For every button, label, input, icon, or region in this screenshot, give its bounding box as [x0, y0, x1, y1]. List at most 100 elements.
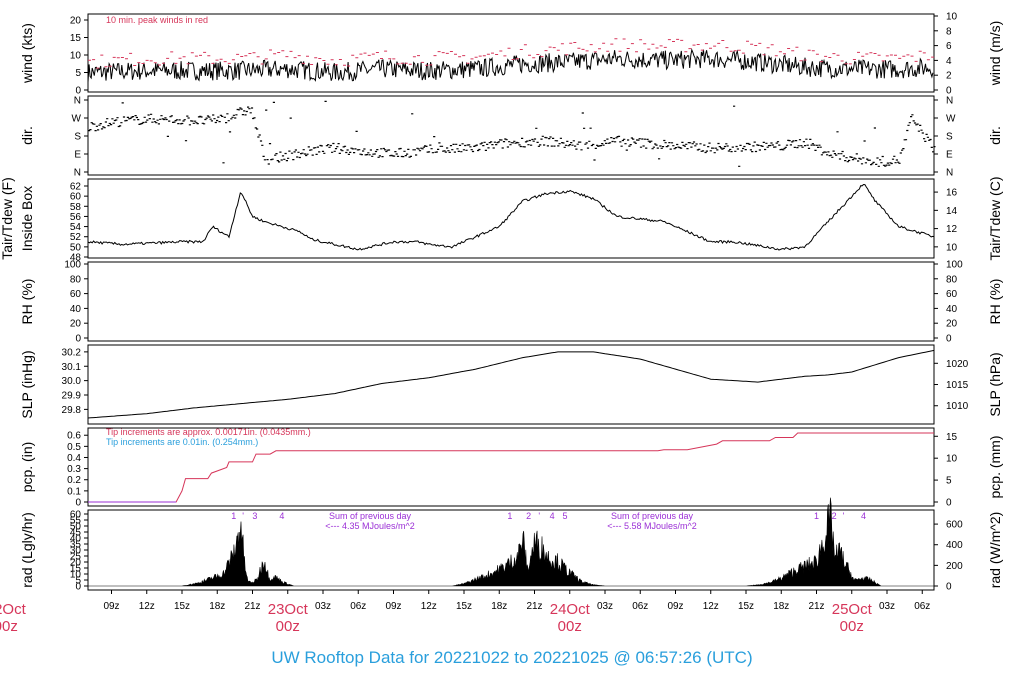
x-tick-label: 03z	[879, 601, 895, 612]
temp-left-tick-label: 50	[70, 242, 82, 253]
slp-right-tick-label: 1020	[946, 359, 969, 370]
pcp-right-tick-label: 5	[946, 476, 952, 487]
rad-left-tick-label: 35	[70, 540, 82, 551]
dir-panel-frame	[87, 95, 935, 176]
date-label-day: 25Oct	[832, 601, 873, 618]
rad-marker-label: 5	[563, 511, 568, 521]
temp-left-tick-label: 58	[70, 202, 82, 213]
x-tick-label: 03z	[315, 601, 331, 612]
x-tick-label: 09z	[667, 601, 683, 612]
rad-sum-line2: <--- 5.58 MJoules/m^2	[607, 521, 697, 531]
rad-marker-label: 1	[507, 511, 512, 521]
temp-right-axis-label: Tair/Tdew (C)	[987, 176, 1003, 260]
pcp-right-tick-label: 15	[946, 432, 958, 443]
rad-sum-line2: <--- 4.35 MJoules/m^2	[325, 521, 415, 531]
rad-left-tick-label: 5	[75, 576, 81, 587]
dir-right-tick-label: E	[946, 150, 953, 161]
x-tick-label: 03z	[597, 601, 613, 612]
date-label-hour: 00z	[276, 618, 300, 635]
rad-marker-label: 1	[814, 511, 819, 521]
x-tick-label: 06z	[914, 601, 930, 612]
date-label-hour: 00z	[0, 618, 18, 635]
rad-marker-label: 4	[550, 511, 555, 521]
date-label-hour: 00z	[558, 618, 582, 635]
x-tick-label: 12z	[421, 601, 437, 612]
x-tick-label: 18z	[773, 601, 789, 612]
rad-left-tick-label: 0	[75, 582, 81, 593]
slp-right-axis-label: SLP (hPa)	[987, 352, 1003, 416]
rh-left-axis-label: RH (%)	[19, 279, 35, 325]
x-tick-label: 15z	[174, 601, 190, 612]
rad-right-tick-label: 400	[946, 540, 963, 551]
temp-panel-frame	[87, 178, 935, 259]
pcp-note-red: Tip increments are approx. 0.00171in. (0…	[106, 427, 311, 437]
x-tick-label: 15z	[456, 601, 472, 612]
rh-right-tick-label: 20	[946, 319, 958, 330]
wind-right-tick-label: 8	[946, 26, 952, 37]
slp-right-tick-label: 1015	[946, 380, 969, 391]
rad-left-tick-label: 50	[70, 522, 82, 533]
temp-right-tick-label: 12	[946, 224, 958, 235]
wind-left-tick-label: 15	[70, 33, 82, 44]
pcp-right-axis-label: pcp. (mm)	[987, 436, 1003, 499]
rad-marker-label: 3	[252, 511, 257, 521]
rad-left-tick-label: 15	[70, 564, 82, 575]
rad-series-area	[88, 497, 934, 587]
dir-left-tick-label: N	[74, 96, 81, 107]
x-tick-label: 18z	[209, 601, 225, 612]
x-tick-label: 21z	[808, 601, 824, 612]
temp-left-tick-label: 48	[70, 253, 82, 264]
rad-left-tick-label: 55	[70, 516, 82, 527]
pcp-left-axis-label: pcp. (in)	[19, 442, 35, 493]
x-tick-label: 15z	[738, 601, 754, 612]
rad-marker-label: '	[242, 511, 244, 521]
temp-right-tick-label: 10	[946, 242, 958, 253]
rad-right-tick-label: 600	[946, 520, 963, 531]
dir-right-tick-label: N	[946, 96, 953, 107]
date-label-day: 23Oct	[268, 601, 309, 618]
rh-left-tick-label: 40	[70, 304, 82, 315]
rad-marker-label: 1	[231, 511, 236, 521]
pcp-note-blue: Tip increments are 0.01in. (0.254mm.)	[106, 437, 258, 447]
temp-left-axis-label-2: Inside Box	[19, 186, 35, 251]
pcp-left-tick-label: 0.4	[67, 453, 81, 464]
rad-right-tick-label: 200	[946, 561, 963, 572]
wind-right-tick-label: 2	[946, 71, 952, 82]
rad-left-axis-label: rad (Lgly/hr)	[19, 512, 35, 587]
wind-right-tick-label: 0	[946, 86, 952, 97]
x-tick-label: 09z	[103, 601, 119, 612]
rad-marker-label: '	[538, 511, 540, 521]
dir-left-tick-label: W	[72, 114, 82, 125]
rh-right-tick-label: 0	[946, 334, 952, 345]
x-tick-label: 09z	[385, 601, 401, 612]
wind-right-tick-label: 4	[946, 56, 952, 67]
rad-left-tick-label: 45	[70, 528, 82, 539]
temp-left-tick-label: 54	[70, 222, 82, 233]
peak-wind-series	[88, 38, 935, 69]
rad-sum-line1: Sum of previous day	[611, 511, 694, 521]
rad-sum-line1: Sum of previous day	[329, 511, 412, 521]
rh-right-tick-label: 100	[946, 260, 963, 271]
pcp-right-tick-label: 10	[946, 454, 958, 465]
rad-left-tick-label: 60	[70, 510, 82, 521]
pcp-left-tick-label: 0.3	[67, 464, 81, 475]
wind-right-tick-label: 10	[946, 12, 958, 23]
page-title: UW Rooftop Data for 20221022 to 20221025…	[271, 648, 753, 667]
wind-series-line	[87, 48, 934, 83]
wind-left-tick-label: 5	[75, 68, 81, 79]
temp-left-axis-label: Tair/Tdew (F)	[0, 177, 15, 259]
date-label-hour: 00z	[840, 618, 864, 635]
rh-right-tick-label: 60	[946, 289, 958, 300]
x-tick-label: 12z	[139, 601, 155, 612]
rad-marker-label: 4	[861, 511, 866, 521]
dir-left-tick-label: N	[74, 168, 81, 179]
dir-left-axis-label: dir.	[19, 126, 35, 145]
temp-left-tick-label: 62	[70, 182, 82, 193]
pcp-left-tick-label: 0.6	[67, 431, 81, 442]
rh-right-tick-label: 80	[946, 274, 958, 285]
tair-series-line	[87, 183, 935, 251]
slp-left-tick-label: 30.2	[62, 347, 82, 358]
wind-left-axis-label: wind (kts)	[19, 23, 35, 84]
wind-panel-frame	[87, 13, 935, 93]
rh-right-tick-label: 40	[946, 304, 958, 315]
